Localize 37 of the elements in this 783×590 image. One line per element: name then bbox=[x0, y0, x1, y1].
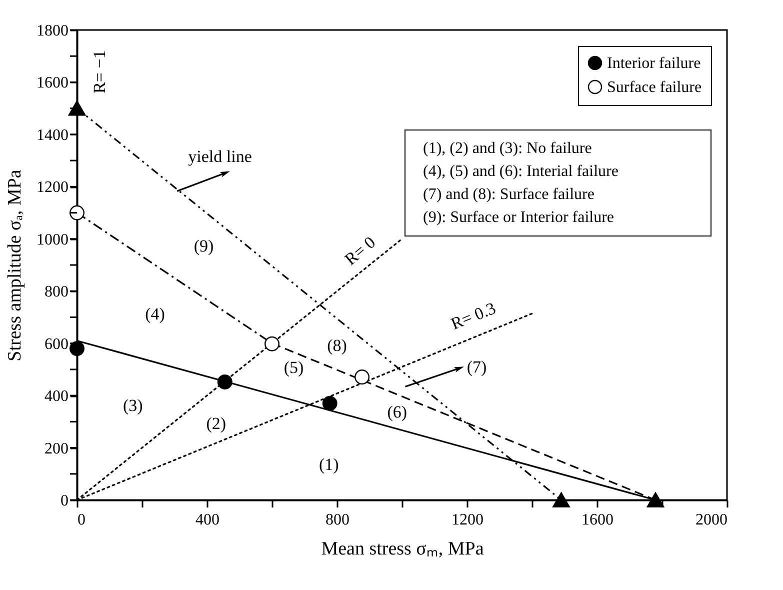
annotation: (2) bbox=[206, 414, 226, 433]
x-tick-label: 0 bbox=[78, 512, 86, 528]
annotation: (4), (5) and (6): Interial failure bbox=[423, 163, 618, 180]
y-tick-label: 600 bbox=[44, 336, 68, 353]
legend-label: Surface failure bbox=[607, 79, 702, 96]
annotation: yield line bbox=[188, 147, 252, 166]
y-axis-title: Stress amplitude σₐ, MPa bbox=[4, 169, 26, 362]
annotation: (5) bbox=[284, 358, 304, 378]
legend-label: Interior failure bbox=[607, 55, 701, 72]
y-tick-label: 1600 bbox=[36, 74, 68, 92]
annotation: (1), (2) and (3): No failure bbox=[423, 140, 592, 157]
y-tick-label: 200 bbox=[44, 440, 68, 458]
y-tick-label: 800 bbox=[44, 284, 68, 301]
annotation: (9) bbox=[194, 236, 214, 256]
x-tick-label: 1600 bbox=[582, 512, 614, 528]
y-tick-label: 400 bbox=[44, 388, 68, 406]
annotation: R= 0 bbox=[341, 232, 380, 269]
x-axis-title: Mean stress σₘ, MPa bbox=[321, 538, 484, 560]
annotation: (7) bbox=[466, 357, 487, 376]
y-tick-label: 1800 bbox=[36, 22, 68, 40]
annotation: (7) and (8): Surface failure bbox=[423, 186, 594, 203]
y-tick-label: 1000 bbox=[36, 231, 68, 248]
annotation: R= 0.3 bbox=[448, 298, 498, 334]
annotation: (8) bbox=[327, 336, 347, 355]
annotation: (3) bbox=[122, 396, 143, 415]
x-tick-label: 1200 bbox=[452, 512, 484, 528]
y-tick-label: 1200 bbox=[36, 179, 68, 196]
y-tick-label: 0 bbox=[60, 492, 68, 510]
annotation: (4) bbox=[145, 304, 165, 324]
annotation: R= −1 bbox=[90, 50, 110, 94]
x-tick-label: 800 bbox=[326, 512, 350, 528]
y-tick-label: 1400 bbox=[36, 126, 68, 144]
x-tick-label: 2000 bbox=[696, 512, 728, 528]
annotation: (1) bbox=[318, 454, 339, 474]
annotation: (9): Surface or Interior failure bbox=[423, 209, 614, 226]
annotation: (6) bbox=[387, 402, 408, 422]
x-tick-label: 400 bbox=[196, 512, 220, 528]
